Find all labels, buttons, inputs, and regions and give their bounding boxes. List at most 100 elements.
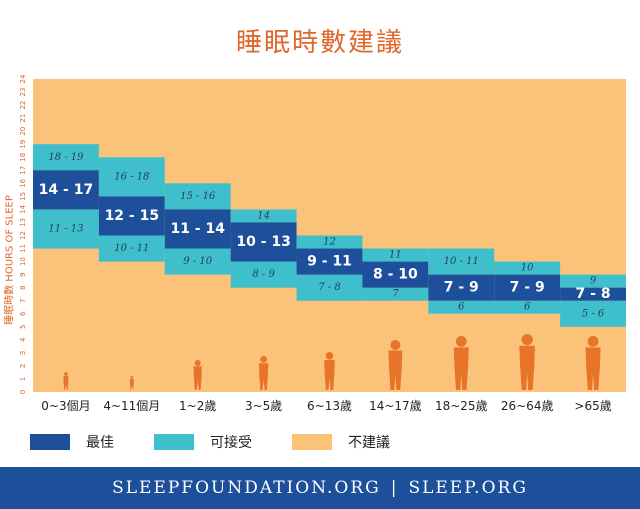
x-tick-label: 1~2歲 bbox=[179, 399, 216, 413]
y-tick-label: 20 bbox=[19, 127, 27, 136]
acceptable-lower-label: 6 bbox=[458, 302, 465, 313]
legend-label-acceptable: 可接受 bbox=[210, 435, 252, 451]
acceptable-upper-band bbox=[362, 248, 429, 262]
acceptable-lower-band bbox=[428, 300, 495, 314]
chart-title: 睡眠時數建議 bbox=[235, 28, 404, 58]
acceptable-upper-label: 15 - 16 bbox=[180, 191, 216, 202]
y-tick-label: 11 bbox=[19, 244, 27, 253]
y-tick-label: 2 bbox=[19, 364, 27, 368]
acceptable-lower-band bbox=[362, 287, 429, 301]
acceptable-upper-label: 14 bbox=[257, 210, 270, 221]
sleep-chart: 0123456789101112131415161718192021222324… bbox=[3, 74, 626, 413]
x-tick-label: 0~3個月 bbox=[41, 399, 90, 413]
best-band bbox=[362, 261, 429, 288]
acceptable-lower-band bbox=[230, 261, 297, 288]
y-axis-label: 睡眠時數 HOURS OF SLEEP bbox=[3, 195, 16, 325]
person-silhouette-icon bbox=[193, 360, 202, 390]
acceptable-lower-label: 6 bbox=[524, 302, 531, 313]
acceptable-upper-label: 18 - 19 bbox=[48, 152, 84, 163]
person-silhouette-icon bbox=[258, 356, 269, 390]
y-tick-label: 23 bbox=[19, 88, 27, 97]
person-silhouette-icon bbox=[129, 376, 134, 390]
acceptable-lower-label: 5 - 6 bbox=[582, 308, 605, 319]
x-tick-label: 4~11個月 bbox=[103, 399, 160, 413]
acceptable-lower-band bbox=[560, 300, 626, 327]
acceptable-upper-label: 10 bbox=[521, 263, 534, 274]
best-band bbox=[33, 170, 99, 210]
footer-link-sleepfoundation[interactable]: SLEEPFOUNDATION.ORG bbox=[112, 478, 381, 498]
y-tick-label: 5 bbox=[19, 325, 27, 329]
acceptable-upper-band bbox=[98, 157, 165, 197]
best-band bbox=[230, 222, 297, 262]
y-tick-label: 10 bbox=[19, 257, 27, 266]
best-label: 12 - 15 bbox=[105, 208, 160, 224]
footer-link-sleep[interactable]: SLEEP.ORG bbox=[408, 478, 528, 498]
best-label: 7 - 9 bbox=[510, 280, 545, 296]
best-label: 9 - 11 bbox=[307, 254, 352, 270]
y-tick-label: 12 bbox=[19, 231, 27, 240]
acceptable-lower-band bbox=[296, 274, 363, 301]
best-label: 7 - 8 bbox=[576, 286, 611, 302]
acceptable-upper-band bbox=[164, 183, 231, 210]
best-band bbox=[296, 248, 363, 275]
x-tick-label: 14~17歲 bbox=[369, 399, 422, 413]
best-label: 7 - 9 bbox=[444, 280, 479, 296]
y-tick-label: 14 bbox=[19, 204, 27, 213]
person-silhouette-icon bbox=[324, 352, 335, 390]
legend: 最佳 可接受 不建議 bbox=[30, 430, 430, 454]
best-band bbox=[560, 287, 626, 301]
acceptable-lower-band bbox=[98, 235, 165, 262]
best-label: 10 - 13 bbox=[236, 234, 291, 250]
best-band bbox=[494, 274, 561, 301]
best-band bbox=[428, 274, 495, 301]
acceptable-upper-band bbox=[296, 235, 363, 249]
acceptable-lower-band bbox=[33, 209, 99, 249]
x-tick-label: 3~5歲 bbox=[245, 399, 282, 413]
person-silhouette-icon bbox=[585, 336, 601, 390]
y-tick-label: 9 bbox=[19, 272, 27, 276]
y-tick-label: 1 bbox=[19, 377, 27, 381]
y-tick-label: 13 bbox=[19, 218, 27, 227]
legend-item-best: 最佳 bbox=[30, 432, 114, 452]
best-label: 8 - 10 bbox=[373, 267, 418, 283]
acceptable-upper-label: 10 - 11 bbox=[444, 256, 479, 267]
y-tick-label: 3 bbox=[19, 351, 27, 355]
y-tick-label: 8 bbox=[19, 285, 27, 289]
acceptable-upper-band bbox=[33, 144, 99, 171]
legend-swatch-not-recommended bbox=[292, 434, 332, 450]
y-tick-label: 19 bbox=[19, 140, 27, 149]
x-tick-label: 6~13歲 bbox=[307, 399, 352, 413]
acceptable-upper-label: 12 bbox=[323, 237, 336, 248]
legend-item-acceptable: 可接受 bbox=[154, 432, 252, 452]
y-tick-label: 17 bbox=[19, 166, 27, 175]
legend-label-best: 最佳 bbox=[86, 435, 114, 451]
person-silhouette-icon bbox=[388, 340, 403, 390]
y-tick-label: 15 bbox=[19, 192, 27, 201]
acceptable-lower-band bbox=[164, 248, 231, 275]
acceptable-upper-band bbox=[560, 274, 626, 288]
best-label: 14 - 17 bbox=[39, 182, 94, 198]
person-silhouette-icon bbox=[519, 334, 536, 390]
acceptable-upper-label: 16 - 18 bbox=[114, 171, 149, 182]
y-tick-label: 22 bbox=[19, 101, 27, 110]
y-tick-label: 4 bbox=[19, 337, 27, 342]
legend-swatch-best bbox=[30, 434, 70, 450]
person-silhouette-icon bbox=[453, 336, 469, 390]
acceptable-upper-band bbox=[230, 209, 297, 223]
y-tick-label: 7 bbox=[19, 298, 27, 302]
y-tick-label: 24 bbox=[19, 74, 27, 83]
legend-item-not-recommended: 不建議 bbox=[292, 432, 390, 452]
best-band bbox=[98, 196, 165, 236]
legend-label-not-recommended: 不建議 bbox=[348, 435, 390, 451]
y-tick-label: 0 bbox=[19, 390, 27, 394]
best-label: 11 - 14 bbox=[170, 221, 225, 237]
acceptable-lower-label: 11 - 13 bbox=[48, 223, 83, 234]
y-tick-label: 18 bbox=[19, 153, 27, 162]
acceptable-lower-label: 9 - 10 bbox=[183, 256, 212, 267]
person-silhouette-icon bbox=[63, 372, 69, 390]
x-tick-label: >65歲 bbox=[574, 399, 611, 413]
acceptable-upper-label: 9 bbox=[590, 276, 597, 287]
acceptable-lower-label: 8 - 9 bbox=[252, 269, 275, 280]
y-tick-label: 16 bbox=[19, 178, 27, 187]
acceptable-lower-label: 10 - 11 bbox=[114, 243, 149, 254]
